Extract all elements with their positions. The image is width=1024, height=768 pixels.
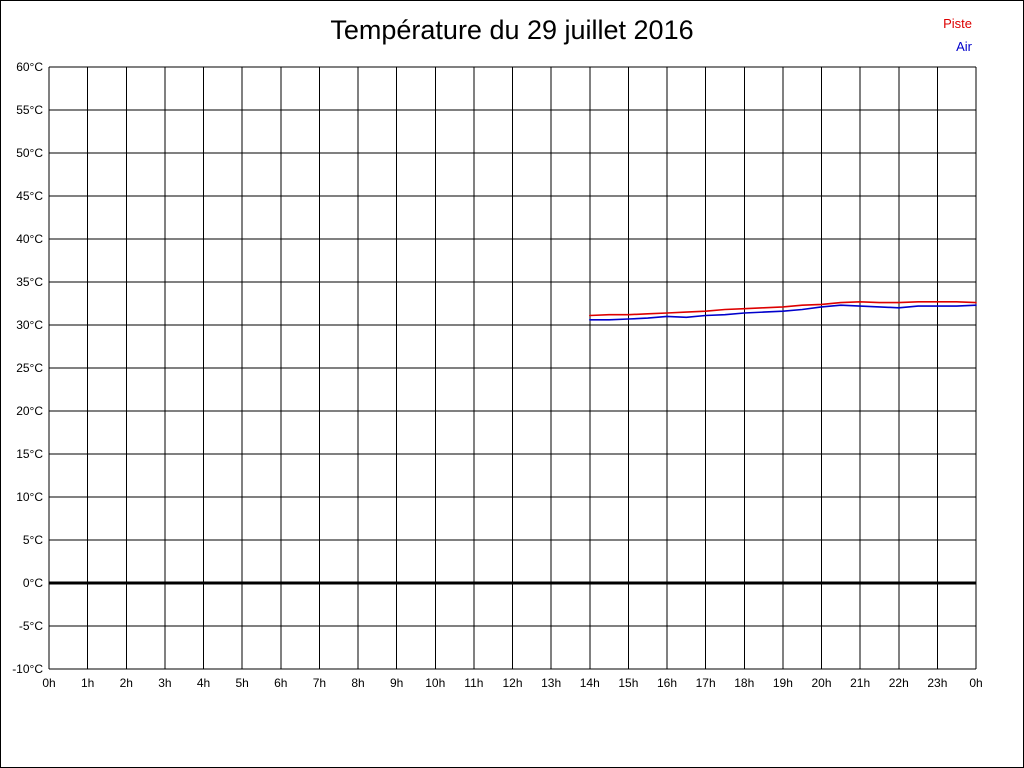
x-tick-label: 8h: [351, 676, 364, 690]
legend-label-air: Air: [956, 39, 972, 54]
x-tick-label: 18h: [734, 676, 754, 690]
x-tick-label: 15h: [618, 676, 638, 690]
y-tick-label: 15°C: [16, 447, 43, 461]
x-tick-label: 11h: [464, 676, 483, 690]
x-tick-label: 23h: [927, 676, 947, 690]
series-line-piste: [588, 300, 977, 317]
y-tick-label: 30°C: [16, 318, 43, 332]
x-tick-label: 17h: [696, 676, 716, 690]
chart-title: Température du 29 juillet 2016: [330, 15, 694, 45]
x-tick-label: 14h: [580, 676, 600, 690]
x-tick-label: 10h: [425, 676, 445, 690]
x-tick-label: 16h: [657, 676, 677, 690]
x-tick-label: 19h: [773, 676, 793, 690]
x-tick-label: 20h: [811, 676, 831, 690]
y-tick-label: -10°C: [12, 662, 43, 676]
x-tick-label: 6h: [274, 676, 287, 690]
x-tick-label: 9h: [390, 676, 403, 690]
y-tick-label: 0°C: [23, 576, 43, 590]
x-tick-label: 4h: [197, 676, 210, 690]
y-tick-label: 25°C: [16, 361, 43, 375]
x-tick-label: 0h: [969, 676, 982, 690]
x-tick-label: 1h: [81, 676, 94, 690]
y-tick-label: 60°C: [16, 60, 43, 74]
x-tick-label: 2h: [120, 676, 133, 690]
x-tick-label: 12h: [502, 676, 522, 690]
x-tick-label: 22h: [889, 676, 909, 690]
series-line-air: [588, 304, 977, 321]
x-tick-label: 13h: [541, 676, 561, 690]
y-tick-label: 10°C: [16, 490, 43, 504]
x-tick-label: 7h: [313, 676, 326, 690]
x-tick-label: 5h: [235, 676, 248, 690]
y-tick-label: 35°C: [16, 275, 43, 289]
legend-item: Piste: [943, 12, 972, 35]
y-tick-label: 20°C: [16, 404, 43, 418]
x-tick-label: 0h: [42, 676, 55, 690]
y-tick-label: 50°C: [16, 146, 43, 160]
y-tick-label: 55°C: [16, 103, 43, 117]
x-tick-label: 21h: [850, 676, 870, 690]
y-tick-label: 45°C: [16, 189, 43, 203]
x-tick-label: 3h: [158, 676, 171, 690]
legend: Piste Air: [943, 12, 972, 58]
legend-item: Air: [943, 35, 972, 58]
y-tick-label: -5°C: [19, 619, 43, 633]
legend-label-piste: Piste: [943, 16, 972, 31]
y-tick-label: 5°C: [23, 533, 43, 547]
y-tick-label: 40°C: [16, 232, 43, 246]
